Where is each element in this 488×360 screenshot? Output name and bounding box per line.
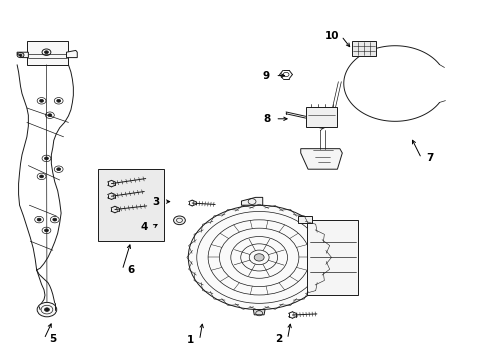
Bar [305, 107, 337, 127]
Bar [307, 220, 358, 295]
Text: 9: 9 [263, 71, 269, 81]
Polygon shape [298, 216, 312, 224]
Circle shape [188, 205, 329, 310]
Circle shape [44, 229, 48, 232]
Circle shape [57, 168, 61, 171]
Text: 3: 3 [152, 197, 159, 207]
Bar [27, 41, 68, 65]
Circle shape [19, 54, 22, 56]
Circle shape [44, 157, 48, 160]
Circle shape [40, 99, 43, 102]
Bar [351, 41, 375, 56]
Circle shape [173, 216, 185, 225]
Circle shape [48, 114, 52, 117]
Bar [98, 169, 163, 241]
Polygon shape [66, 50, 77, 58]
Circle shape [40, 175, 43, 178]
Polygon shape [241, 197, 262, 205]
Text: 1: 1 [187, 335, 194, 345]
Circle shape [53, 218, 57, 221]
Circle shape [37, 218, 41, 221]
Polygon shape [253, 310, 264, 315]
Circle shape [44, 51, 48, 54]
Polygon shape [300, 149, 342, 169]
Circle shape [57, 99, 61, 102]
Text: 8: 8 [263, 114, 269, 124]
Text: 4: 4 [140, 222, 148, 232]
Text: 6: 6 [127, 265, 134, 275]
Text: 5: 5 [49, 334, 56, 344]
Text: 2: 2 [275, 334, 282, 344]
Circle shape [44, 308, 49, 311]
Text: 10: 10 [325, 31, 339, 41]
Text: 7: 7 [426, 153, 433, 163]
Polygon shape [17, 52, 28, 58]
Circle shape [37, 302, 57, 317]
Circle shape [254, 254, 264, 261]
